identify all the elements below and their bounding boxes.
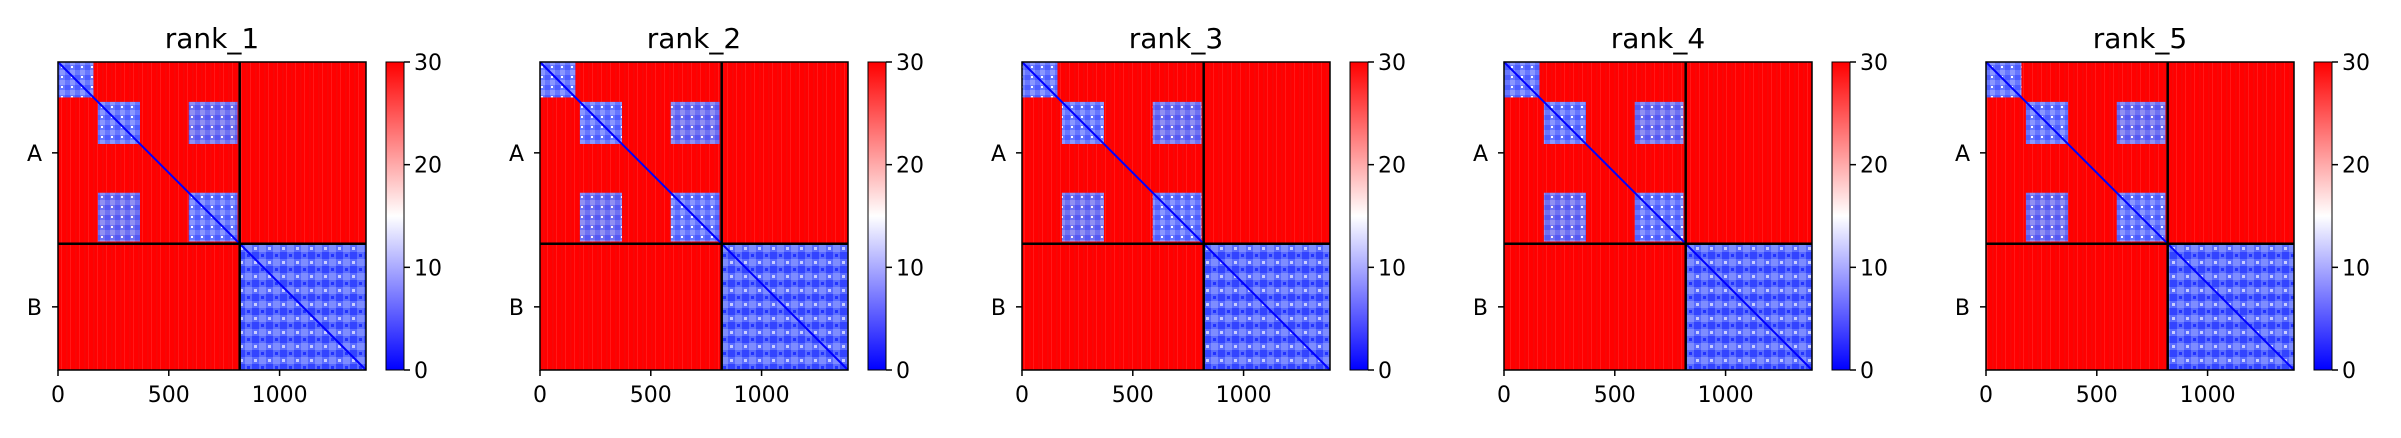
colorbar-tick-label: 0	[1860, 359, 1874, 384]
colorbar-tick-label: 10	[414, 256, 442, 281]
x-tick-label: 0	[1015, 383, 1029, 408]
x-tick-label: 1000	[1216, 383, 1272, 408]
heatmap-diagonal	[539, 61, 849, 371]
heatmap-offdiag-block	[2116, 101, 2166, 144]
y-tick-label: B	[1473, 296, 1488, 321]
heatmap-offdiag-block	[2025, 192, 2068, 242]
heatmap-frame	[1503, 61, 1813, 371]
x-tick-label: 1000	[1698, 383, 1754, 408]
y-tick-label: B	[991, 296, 1006, 321]
x-tick-label: 0	[1497, 383, 1511, 408]
panel-3: rank_3 A B 0 500 1000 0 10 20 30	[991, 22, 1406, 408]
colorbar-tick-label: 0	[414, 359, 428, 384]
heatmap-frame	[57, 61, 367, 371]
colorbar	[1831, 61, 1851, 371]
heatmap-offdiag-block	[188, 101, 238, 144]
colorbar	[385, 61, 405, 371]
x-tick-label: 0	[51, 383, 65, 408]
panel-5: rank_5 A B 0 500 1000 0 10 20 30	[1955, 22, 2370, 408]
colorbar-tick-label: 30	[2342, 51, 2370, 76]
y-tick-label: A	[509, 142, 524, 167]
x-tick-label: 500	[2076, 383, 2118, 408]
x-tick-label: 1000	[734, 383, 790, 408]
heatmap-offdiag-block	[97, 192, 140, 242]
heatmap-diagonal	[1985, 61, 2295, 371]
x-tick-label: 0	[1979, 383, 1993, 408]
colorbar-tick-label: 30	[1860, 51, 1888, 76]
colorbar-tick-label: 10	[2342, 256, 2370, 281]
colorbar-tick-label: 30	[414, 51, 442, 76]
colorbar-tick-label: 20	[2342, 154, 2370, 179]
heatmap-diagonal	[1021, 61, 1331, 371]
colorbar-tick-label: 10	[1860, 256, 1888, 281]
x-tick-label: 1000	[2180, 383, 2236, 408]
colorbar-tick-label: 0	[896, 359, 910, 384]
colorbar-tick-label: 30	[896, 51, 924, 76]
y-tick-label: B	[1955, 296, 1970, 321]
y-tick-label: A	[27, 142, 42, 167]
heatmap-offdiag-block	[1061, 192, 1104, 242]
panel-4: rank_4 A B 0 500 1000 0 10 20 30	[1473, 22, 1888, 408]
colorbar	[867, 61, 887, 371]
colorbar-tick-label: 20	[896, 154, 924, 179]
heatmap-offdiag-block	[579, 192, 622, 242]
y-tick-label: A	[1473, 142, 1488, 167]
heatmap-diagonal	[1503, 61, 1813, 371]
y-tick-label: A	[1955, 142, 1970, 167]
colorbar	[2313, 61, 2333, 371]
panel-title: rank_4	[1611, 22, 1705, 55]
heatmap-diagonal	[57, 61, 367, 371]
panel-2: rank_2 A B 0 500 1000 0 10 20 30	[509, 22, 924, 408]
heatmap-frame	[539, 61, 849, 371]
heatmap-offdiag-block	[670, 101, 720, 144]
panel-1: rank_1 A B 0 500 1000 0 10 20 30	[27, 22, 442, 408]
x-tick-label: 1000	[252, 383, 308, 408]
heatmap-frame	[1021, 61, 1331, 371]
heatmap-frame	[1985, 61, 2295, 371]
panel-title: rank_2	[647, 22, 741, 55]
x-tick-label: 0	[533, 383, 547, 408]
colorbar-tick-label: 20	[1378, 154, 1406, 179]
colorbar-tick-label: 20	[1860, 154, 1888, 179]
y-tick-label: B	[27, 296, 42, 321]
colorbar	[1349, 61, 1369, 371]
colorbar-tick-label: 10	[1378, 256, 1406, 281]
panel-title: rank_5	[2093, 22, 2187, 55]
y-tick-label: B	[509, 296, 524, 321]
heatmap-offdiag-block	[1543, 192, 1586, 242]
x-tick-label: 500	[1112, 383, 1154, 408]
heatmap-offdiag-block	[1634, 101, 1684, 144]
panel-title: rank_3	[1129, 22, 1223, 55]
colorbar-tick-label: 20	[414, 154, 442, 179]
x-tick-label: 500	[630, 383, 672, 408]
panel-title: rank_1	[165, 22, 259, 55]
colorbar-tick-label: 10	[896, 256, 924, 281]
x-tick-label: 500	[148, 383, 190, 408]
colorbar-tick-label: 30	[1378, 51, 1406, 76]
heatmap-offdiag-block	[1152, 101, 1202, 144]
colorbar-tick-label: 0	[1378, 359, 1392, 384]
x-tick-label: 500	[1594, 383, 1636, 408]
colorbar-tick-label: 0	[2342, 359, 2356, 384]
y-tick-label: A	[991, 142, 1006, 167]
